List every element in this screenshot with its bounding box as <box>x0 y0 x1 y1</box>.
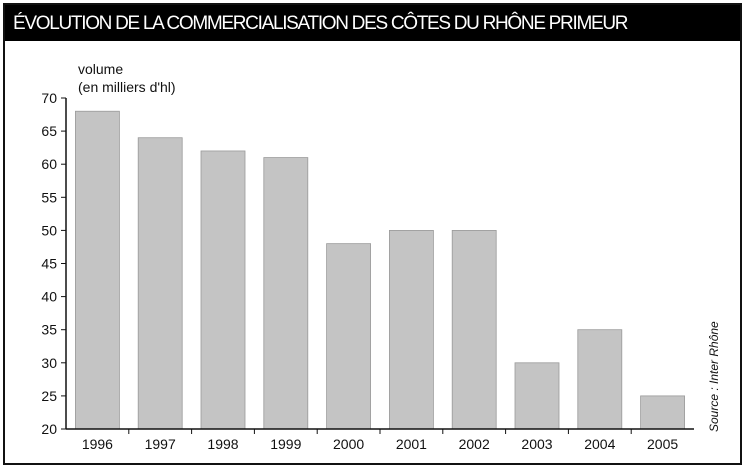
bar-2004 <box>577 329 623 430</box>
y-tick-label-30: 30 <box>41 355 57 371</box>
y-tick-label-65: 65 <box>41 123 57 139</box>
x-tick-label-2003: 2003 <box>521 436 552 452</box>
x-tick-label-1998: 1998 <box>207 436 238 452</box>
bar-2003 <box>514 362 560 430</box>
bars <box>75 110 685 430</box>
bar-1996 <box>75 110 120 430</box>
x-tick-label-2005: 2005 <box>647 436 678 452</box>
x-tick-label-2000: 2000 <box>333 436 364 452</box>
y-tick-label-55: 55 <box>41 189 57 205</box>
bar-1999 <box>263 157 309 430</box>
y-tick-label-35: 35 <box>41 322 57 338</box>
x-tick-label-2004: 2004 <box>584 436 615 452</box>
x-tick-label-1997: 1997 <box>145 436 176 452</box>
y-tick-label-60: 60 <box>41 156 57 172</box>
bar-1997 <box>137 137 183 430</box>
y-tick-label-20: 20 <box>41 421 57 437</box>
y-ticks: 20 25 30 35 40 45 50 55 60 65 70 <box>41 90 66 437</box>
y-tick-label-70: 70 <box>41 90 57 106</box>
y-axis-title-line1: volume <box>78 61 123 77</box>
bar-2001 <box>388 229 434 430</box>
y-tick-label-50: 50 <box>41 222 57 238</box>
bar-2005 <box>640 395 685 430</box>
x-tick-label-1999: 1999 <box>270 436 301 452</box>
x-tick-label-1996: 1996 <box>82 436 113 452</box>
bar-2000 <box>326 243 372 430</box>
x-tick-label-2001: 2001 <box>396 436 427 452</box>
chart-frame: ÉVOLUTION DE LA COMMERCIALISATION DES CÔ… <box>3 3 742 465</box>
chart-title: ÉVOLUTION DE LA COMMERCIALISATION DES CÔ… <box>13 13 629 34</box>
x-tick-label-2002: 2002 <box>459 436 490 452</box>
bar-1998 <box>200 150 246 430</box>
x-tick-labels: 1996 1997 1998 1999 2000 2001 2002 2003 2004 2005 <box>82 429 678 452</box>
y-tick-label-45: 45 <box>41 256 57 272</box>
title-bar: ÉVOLUTION DE LA COMMERCIALISATION DES CÔ… <box>5 5 740 41</box>
y-tick-label-40: 40 <box>41 289 57 305</box>
y-axis-title-line2: (en milliers d'hl) <box>78 79 176 95</box>
source-note: Source : Inter Rhône <box>707 321 721 432</box>
bar-2002 <box>451 229 497 430</box>
y-tick-label-25: 25 <box>41 388 57 404</box>
